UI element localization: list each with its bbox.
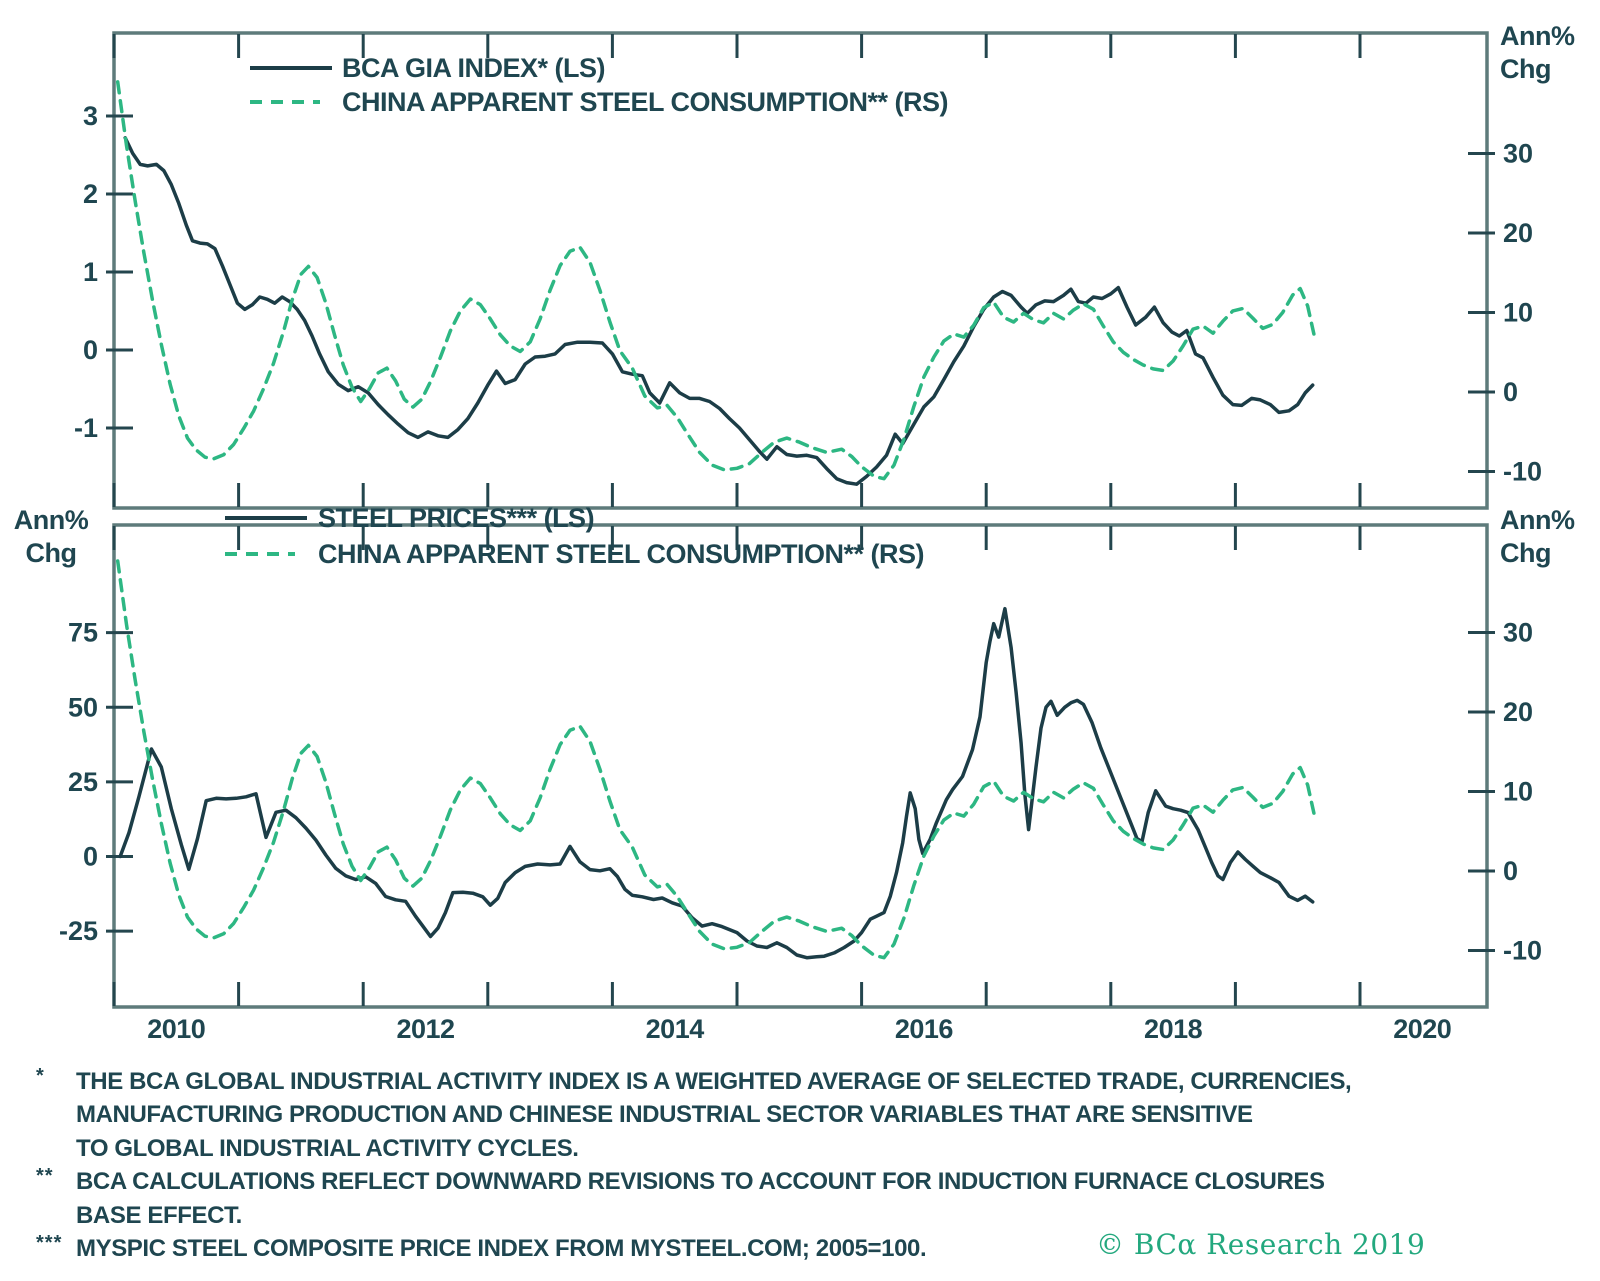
top-series-main-line <box>123 136 1315 486</box>
bottom-right-y-tick-label: 20 <box>1503 697 1533 727</box>
footnote-line: ** BCA CALCULATIONS REFLECT DOWNWARD REV… <box>36 1165 1576 1201</box>
axis-unit-top-right: Ann% Chg <box>1500 20 1575 86</box>
top-left-y-tick-label: 0 <box>83 335 98 365</box>
footnote-text: MYSPIC STEEL COMPOSITE PRICE INDEX FROM … <box>76 1234 927 1262</box>
bottom-left-y-tick-label: -25 <box>59 916 98 946</box>
footnote-text: MANUFACTURING PRODUCTION AND CHINESE IND… <box>76 1101 1253 1129</box>
axis-unit-line2: Chg <box>1500 54 1551 84</box>
bca-research-logo: © BCα Research 2019 <box>1096 1228 1426 1261</box>
x-axis-year-label: 2016 <box>895 1014 954 1044</box>
legend-line-dashed-icon <box>225 552 295 556</box>
bottom-left-y-tick-label: 50 <box>68 692 98 722</box>
x-axis-year-label: 2020 <box>1393 1014 1451 1044</box>
footnote-line: *** MYSPIC STEEL COMPOSITE PRICE INDEX F… <box>36 1231 1576 1268</box>
axis-unit-line1: Ann% <box>1500 505 1575 535</box>
footnote-text: THE BCA GLOBAL INDUSTRIAL ACTIVITY INDEX… <box>76 1068 1352 1095</box>
top-right-y-tick-label: 10 <box>1503 298 1533 328</box>
axis-unit-line1: Ann% <box>1500 21 1575 51</box>
x-axis-year-label: 2012 <box>396 1014 454 1044</box>
legend-line-solid-icon <box>225 516 307 520</box>
axis-unit-bottom-left: Ann% Chg <box>4 504 98 570</box>
legend-label-consumption-bottom: CHINA APPARENT STEEL CONSUMPTION** (RS) <box>318 539 925 569</box>
top-series-consumption-line <box>115 80 1317 481</box>
footnote-marker: ** <box>36 1165 54 1188</box>
footnote-text: BCA CALCULATIONS REFLECT DOWNWARD REVISI… <box>76 1168 1325 1196</box>
axis-unit-bottom-right: Ann% Chg <box>1500 504 1575 570</box>
bottom-left-y-tick-label: 25 <box>68 767 98 797</box>
bottom-series-main-line <box>118 606 1315 960</box>
legend-line-solid-icon <box>250 66 332 70</box>
bottom-right-y-tick-label: 10 <box>1503 777 1533 807</box>
bottom-right-y-tick-label: 30 <box>1503 618 1533 648</box>
x-axis-year-label: 2014 <box>646 1014 705 1044</box>
bottom-left-y-tick-label: 0 <box>83 842 98 872</box>
top-left-y-tick-label: 2 <box>83 179 98 209</box>
top-right-y-tick-label: 30 <box>1503 139 1533 169</box>
legend-label-gia: BCA GIA INDEX* (LS) <box>342 53 606 83</box>
footnote-line: BASE EFFECT. <box>36 1202 1576 1235</box>
axis-unit-line2: Chg <box>25 538 77 568</box>
legend-label-consumption-top: CHINA APPARENT STEEL CONSUMPTION** (RS) <box>342 87 949 117</box>
legend-label-steel-prices: STEEL PRICES*** (LS) <box>318 503 595 533</box>
bottom-series-consumption-line <box>115 559 1317 960</box>
footnote-line: * THE BCA GLOBAL INDUSTRIAL ACTIVITY IND… <box>36 1065 1576 1101</box>
footnote-marker: * <box>36 1065 45 1087</box>
top-right-y-tick-label: 0 <box>1503 377 1518 407</box>
axis-unit-line1: Ann% <box>13 505 89 535</box>
footnote-line: TO GLOBAL INDUSTRIAL ACTIVITY CYCLES. <box>36 1135 1576 1168</box>
bottom-right-y-tick-label: -10 <box>1503 936 1542 966</box>
axis-unit-line2: Chg <box>1500 538 1551 568</box>
bottom-panel-border <box>112 523 1489 1009</box>
top-right-y-tick-label: -10 <box>1503 457 1542 487</box>
x-axis-year-label: 2010 <box>147 1014 205 1044</box>
footnote-text: TO GLOBAL INDUSTRIAL ACTIVITY CYCLES. <box>76 1134 579 1162</box>
legend-line-dashed-icon <box>250 100 320 104</box>
top-left-y-tick-label: 3 <box>83 101 98 131</box>
footnotes: * THE BCA GLOBAL INDUSTRIAL ACTIVITY IND… <box>36 1065 1576 1268</box>
footnote-line: MANUFACTURING PRODUCTION AND CHINESE IND… <box>36 1101 1576 1134</box>
top-right-y-tick-label: 20 <box>1503 218 1533 248</box>
footnote-text: BASE EFFECT. <box>76 1201 242 1229</box>
bottom-left-y-tick-label: 75 <box>68 618 98 648</box>
bottom-right-y-tick-label: 0 <box>1503 856 1518 886</box>
footnote-marker: *** <box>36 1231 63 1254</box>
x-axis-year-label: 2018 <box>1144 1014 1203 1044</box>
top-left-y-tick-label: 1 <box>83 257 98 287</box>
top-left-y-tick-label: -1 <box>74 413 98 443</box>
